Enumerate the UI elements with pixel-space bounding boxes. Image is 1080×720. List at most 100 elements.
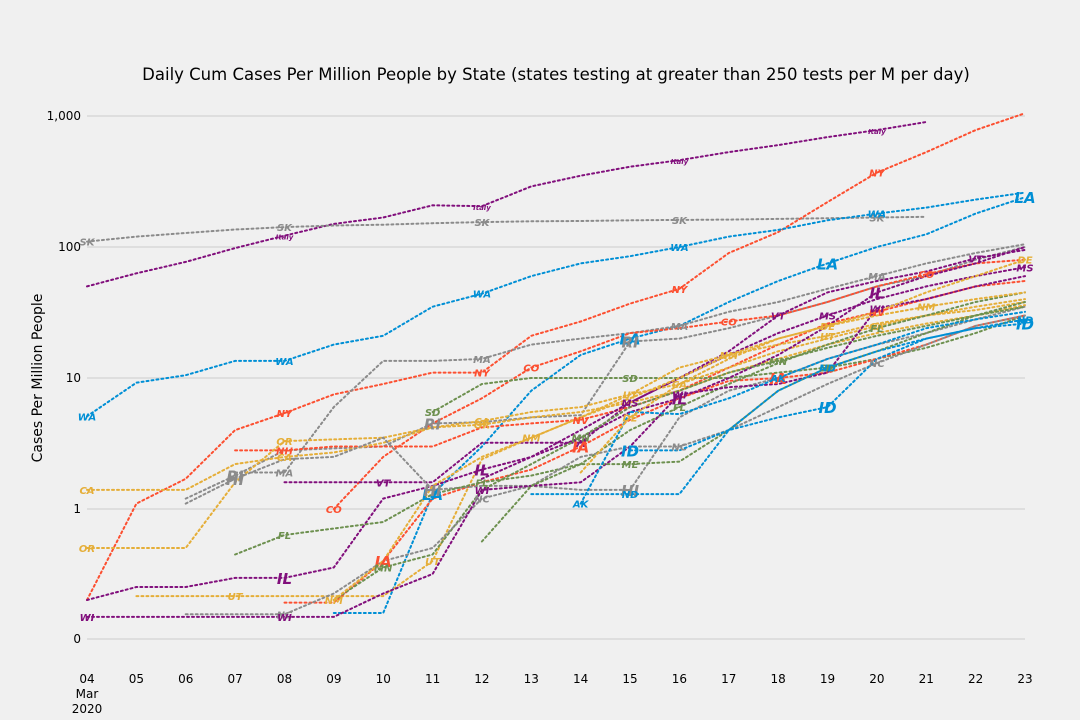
series-line-ia: [283, 314, 1026, 604]
series-label-ny: NY: [869, 169, 886, 180]
x-tick-label: 06: [178, 672, 193, 686]
series-line-fl: [234, 291, 1026, 556]
series-label-ms: MS: [819, 311, 836, 322]
series-label-il: IL: [869, 284, 884, 302]
series-label-id: ID: [819, 399, 837, 417]
series-label-hi: HI: [226, 471, 245, 489]
series-label-ia: IA: [572, 438, 589, 456]
x-tick-label: 14: [573, 672, 588, 686]
series-label-la: LA: [817, 255, 838, 273]
series-label-ak: AK: [572, 500, 590, 511]
series-label-fl: FL: [278, 531, 291, 542]
series-line-il: [86, 246, 1026, 601]
x-tick-label: 08: [277, 672, 292, 686]
series-label-ma: MA: [868, 272, 886, 283]
series-label-nm: NM: [720, 351, 738, 362]
x-tick-label: 22: [968, 672, 983, 686]
series-label-ma: MA: [473, 355, 491, 366]
series-label-ca: CA: [869, 322, 884, 333]
series-line-id: [629, 322, 1026, 452]
series-label-la: LA: [422, 486, 443, 504]
series-line-ma: [234, 243, 1026, 474]
series-label-fl: FL: [673, 403, 686, 414]
series-label-sd: SD: [820, 364, 836, 375]
series-label-la: LA: [619, 331, 640, 349]
series-label-ut: UT: [820, 332, 836, 343]
series-label-il: IL: [474, 462, 489, 480]
series-label-mn: MN: [374, 564, 393, 575]
series-label-ms: MS: [1016, 263, 1033, 274]
series-label-mn: MN: [769, 357, 788, 368]
series-label-il: IL: [672, 390, 687, 408]
series-label-wi: WI: [870, 304, 885, 315]
series-label-nd: ND: [622, 490, 639, 501]
series-label-nc: NC: [869, 359, 885, 370]
series-line-wa: [86, 191, 1026, 418]
series-label-wi: WI: [277, 613, 292, 624]
series-label-ny: NY: [474, 369, 491, 380]
series-label-de: DE: [622, 413, 637, 424]
series-line-ak: [579, 310, 1026, 505]
series-label-ca: CA: [672, 380, 687, 391]
series-label-ri: RI: [424, 415, 442, 433]
series-label-wi: WI: [672, 390, 687, 401]
series-label-wa: WA: [473, 290, 491, 301]
series-label-fl: FL: [870, 324, 883, 335]
series-label-ri: RI: [227, 468, 245, 486]
series-line-sd: [431, 314, 1026, 413]
series-label-la: LA: [1014, 189, 1035, 207]
series-line-nc: [184, 314, 1026, 616]
series-line-nd: [530, 318, 1026, 496]
series-label-sk: SK: [80, 238, 96, 249]
series-label-wa: WA: [275, 357, 293, 368]
series-label-co: CO: [918, 270, 934, 281]
series-label-nc: NC: [277, 610, 293, 621]
series-label-ca: CA: [277, 453, 292, 464]
series-label-wi: WI: [475, 486, 490, 497]
series-line-ms: [480, 266, 1026, 480]
x-tick-label: 11: [425, 672, 440, 686]
series-label-sk: SK: [277, 223, 293, 234]
series-label-mn: MN: [572, 434, 591, 445]
series-label-ny: NY: [277, 409, 294, 420]
x-tick-label: 17: [721, 672, 736, 686]
series-label-hi: HI: [424, 482, 443, 500]
series-label-nc: NC: [474, 495, 490, 506]
x-tick-label: 05: [129, 672, 144, 686]
series-label-nm: NM: [522, 434, 540, 445]
series-label-hi: HI: [621, 482, 640, 500]
y-tick-label: 0: [73, 632, 81, 646]
series-label-vt: VT: [968, 254, 984, 265]
x-tick-label: 12: [474, 672, 489, 686]
x-tick-label: 20: [869, 672, 884, 686]
series-label-fl: FL: [475, 478, 488, 489]
series-label-nv: NV: [573, 416, 590, 427]
series-label-nd: ND: [819, 364, 836, 375]
x-tick-label: 18: [771, 672, 786, 686]
series-label-italy: Italy: [868, 128, 886, 136]
series-label-nd: ND: [1017, 315, 1034, 326]
series-line-de: [579, 258, 1026, 474]
series-line-sk: [86, 215, 928, 243]
series-label-sk: SK: [869, 213, 885, 224]
y-tick-label: 100: [58, 240, 81, 254]
x-tick-label: 16: [672, 672, 687, 686]
series-label-sd: SD: [425, 408, 441, 419]
x-tick-label: 21: [919, 672, 934, 686]
series-label-sd: SD: [622, 374, 638, 385]
series-label-or: OR: [276, 437, 292, 448]
series-label-co: CO: [326, 505, 342, 516]
series-label-vt: VT: [771, 311, 787, 322]
series-label-me: ME: [622, 460, 639, 471]
series-label-italy: Italy: [473, 204, 491, 212]
series-line-hi: [184, 305, 1026, 505]
series-label-or: OR: [474, 421, 490, 432]
series-label-ia: IA: [770, 370, 787, 388]
x-tick-label: 04: [79, 672, 94, 686]
series-line-wi: [86, 275, 1026, 618]
series-label-wi: WI: [80, 613, 95, 624]
series-lines: [86, 112, 1026, 618]
series-label-ca: CA: [79, 486, 94, 497]
